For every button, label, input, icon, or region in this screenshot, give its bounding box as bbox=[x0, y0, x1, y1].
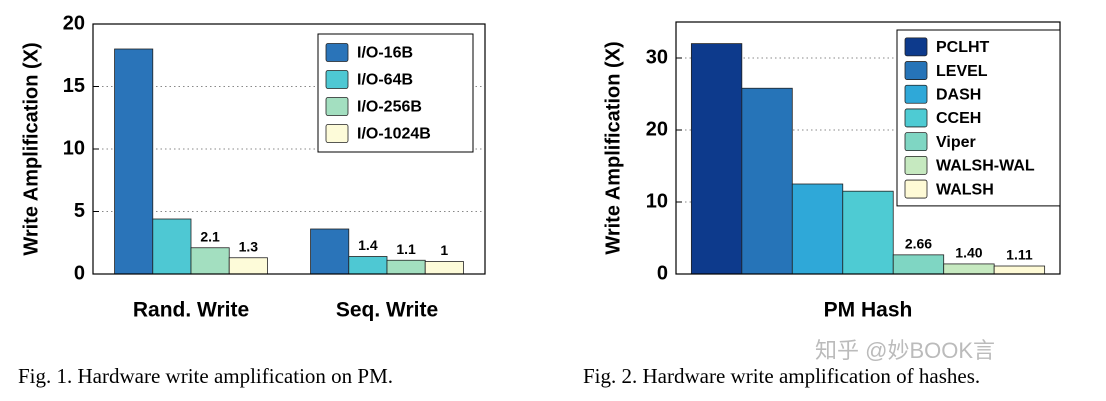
x-tick-label: Seq. Write bbox=[336, 299, 438, 322]
legend-label: WALSH-WAL bbox=[936, 158, 1035, 175]
data-label: 1.4 bbox=[358, 237, 378, 253]
bar bbox=[228, 257, 268, 275]
bar bbox=[386, 259, 426, 275]
bar bbox=[892, 254, 945, 275]
y-axis-label: Write Amplification (X) bbox=[20, 42, 42, 255]
bar bbox=[190, 247, 230, 275]
caption: Fig. 1. Hardware write amplification on … bbox=[18, 364, 393, 388]
y-tick-label: 0 bbox=[74, 262, 85, 284]
bar bbox=[690, 43, 743, 275]
bar bbox=[114, 48, 154, 275]
legend-swatch bbox=[904, 155, 928, 175]
y-axis-label: Write Amplification (X) bbox=[602, 41, 624, 254]
y-tick-label: 5 bbox=[74, 200, 85, 222]
data-label: 1 bbox=[440, 242, 448, 258]
y-tick-label: 20 bbox=[63, 12, 85, 34]
legend-swatch bbox=[325, 70, 349, 89]
legend-swatch bbox=[904, 179, 928, 199]
bar bbox=[348, 256, 388, 275]
data-label: 1.1 bbox=[396, 241, 416, 257]
bar bbox=[791, 183, 844, 275]
legend-swatch bbox=[904, 132, 928, 152]
y-tick-label: 10 bbox=[646, 190, 668, 212]
legend-box bbox=[896, 29, 1061, 207]
bar bbox=[943, 263, 995, 275]
data-label: 2.1 bbox=[200, 228, 220, 244]
data-label: 1.3 bbox=[239, 238, 259, 254]
legend-swatch bbox=[904, 37, 928, 57]
caption: Fig. 2. Hardware write amplification of … bbox=[583, 364, 980, 388]
bar bbox=[152, 218, 192, 275]
legend-label: Viper bbox=[936, 134, 976, 151]
legend-label: PCLHT bbox=[936, 39, 990, 56]
legend-label: I/O-64B bbox=[357, 72, 413, 89]
data-label: 1.40 bbox=[955, 245, 982, 261]
legend-label: I/O-16B bbox=[357, 45, 413, 62]
watermark: 知乎 @妙BOOK言 bbox=[815, 338, 995, 363]
x-tick-label: Rand. Write bbox=[133, 299, 249, 322]
bar bbox=[424, 261, 464, 275]
bar bbox=[310, 228, 350, 275]
x-tick-label: PM Hash bbox=[824, 299, 913, 322]
legend-swatch bbox=[904, 61, 928, 80]
legend-label: I/O-1024B bbox=[357, 126, 431, 143]
bar bbox=[741, 87, 793, 275]
y-tick-label: 10 bbox=[63, 137, 85, 159]
data-label: 2.66 bbox=[905, 236, 932, 252]
legend-label: DASH bbox=[936, 86, 981, 103]
legend-label: LEVEL bbox=[936, 63, 988, 80]
legend-swatch bbox=[325, 43, 349, 62]
legend-swatch bbox=[325, 124, 349, 143]
y-tick-label: 20 bbox=[646, 118, 668, 140]
legend-label: CCEH bbox=[936, 110, 981, 127]
y-tick-label: 15 bbox=[63, 75, 85, 97]
plot-frame bbox=[92, 23, 486, 275]
data-label: 1.11 bbox=[1006, 247, 1033, 263]
legend-label: I/O-256B bbox=[357, 99, 422, 116]
legend-label: WALSH bbox=[936, 181, 994, 198]
bar bbox=[842, 190, 894, 275]
legend-swatch bbox=[904, 84, 928, 104]
y-tick-label: 30 bbox=[646, 46, 668, 68]
legend-swatch bbox=[904, 108, 928, 128]
y-tick-label: 0 bbox=[657, 262, 668, 284]
legend-swatch bbox=[325, 97, 349, 116]
bar bbox=[993, 265, 1046, 275]
